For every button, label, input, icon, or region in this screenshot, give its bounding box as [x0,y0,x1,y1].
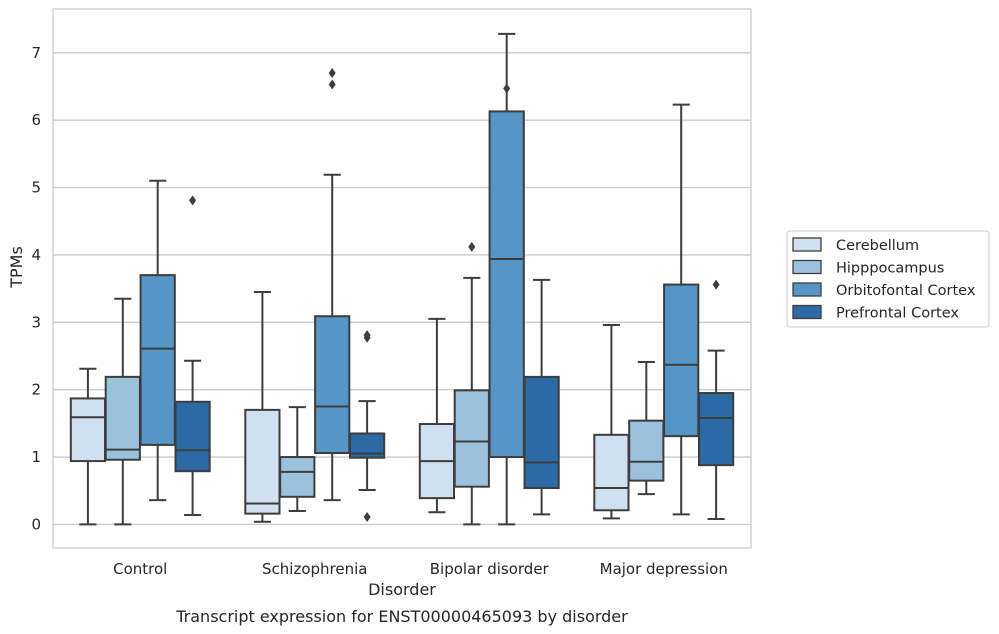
outlier-0 [503,83,511,94]
x-tick-label-1: Schizophrenia [262,560,367,578]
box-0-3 [593,323,630,520]
box-iqr [279,456,316,498]
legend-frame [786,230,990,328]
box-iqr [104,375,141,461]
outlier-0 [712,279,720,290]
legend-label: Prefrontal Cortex [836,306,959,322]
box-3-1 [348,330,386,523]
box-iqr [488,110,525,459]
y-tick-label-1: 1 [31,448,41,466]
box-2-3 [663,103,700,516]
y-tick-label-2: 2 [31,381,41,399]
y-tick-label-7: 7 [31,44,41,62]
box-2-2 [488,32,525,526]
legend-item-3: Prefrontal Cortex [792,304,959,322]
box-iqr [697,392,735,467]
box-0-2 [418,317,456,514]
chart-caption: Transcript expression for ENST0000046509… [175,607,628,626]
legend-label: Orbitofontal Cortex [836,283,976,299]
outlier-1 [328,68,336,79]
box-iqr [628,419,665,482]
legend-label: Hipppocampus [836,261,944,277]
y-axis-title: TPMs [7,246,26,289]
legend-item-1: Hipppocampus [792,259,944,277]
box-iqr [593,433,630,512]
outlier-0 [328,79,336,90]
legend-item-2: Orbitofontal Cortex [792,282,976,299]
legend-label: Cerebellum [836,238,919,254]
y-tick-label-4: 4 [31,246,41,264]
box-1-2 [453,241,490,526]
box-3-3 [697,279,735,521]
x-tick-label-2: Bipolar disorder [430,560,550,578]
box-iqr [453,389,490,488]
box-iqr [663,283,700,438]
box-iqr [523,375,560,490]
box-iqr [69,397,107,463]
boxes [69,32,735,526]
y-tick-label-6: 6 [31,111,41,129]
box-3-0 [174,195,211,516]
legend-swatch [792,304,822,320]
x-tick-labels: Control Schizophrenia Bipolar disorder Majo… [113,560,728,578]
outlier-1 [363,330,371,341]
y-tick-label-0: 0 [31,515,41,533]
plot-frame [52,8,752,549]
box-1-3 [628,361,665,496]
outlier-2 [363,512,371,523]
box-1-1 [279,406,316,512]
y-tick-label-5: 5 [31,179,41,197]
box-iqr [314,315,351,455]
box-iqr [174,400,211,473]
legend-swatch [792,282,822,297]
legend-items: Cerebellum Hipppocampus Orbitofontal Corte… [792,237,976,322]
outlier-0 [468,241,476,252]
y-tick-label-3: 3 [31,313,41,331]
legend: Cerebellum Hipppocampus Orbitofontal Corte… [786,230,990,328]
legend-swatch [792,237,822,252]
box-3-2 [523,278,560,516]
box-2-1 [314,68,351,502]
box-2-0 [139,179,176,502]
box-iqr [139,274,176,446]
outlier-0 [189,195,197,206]
box-iqr [244,408,281,515]
box-1-0 [104,297,141,526]
box-0-0 [69,367,107,526]
legend-swatch [792,259,822,275]
x-axis-title: Disorder [368,580,436,599]
x-tick-label-3: Major depression [600,560,728,578]
legend-item-0: Cerebellum [792,237,919,254]
y-tick-labels: 0 1 2 3 4 5 6 7 [31,44,41,534]
box-0-1 [244,290,281,523]
x-tick-label-0: Control [113,560,167,578]
